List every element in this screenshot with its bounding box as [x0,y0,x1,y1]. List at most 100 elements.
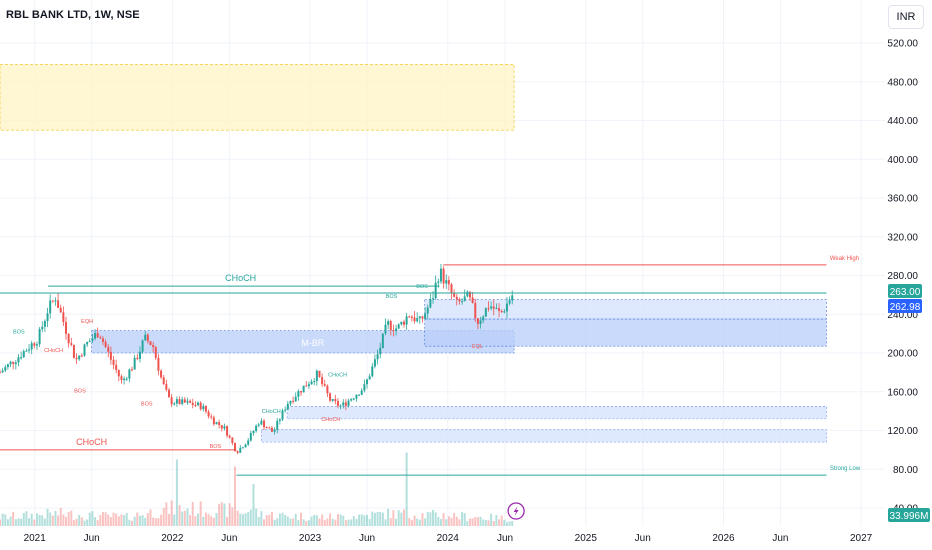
candle-body [152,345,155,348]
candle-body [99,337,102,339]
candle-body [96,333,99,338]
volume-bar [476,517,479,526]
volume-bar [9,516,12,526]
candle-body [432,298,435,300]
volume-bar [408,518,411,526]
volume-bar [487,520,490,526]
candle-body [83,344,86,356]
candles [0,263,514,455]
candle-body [35,344,38,346]
candle-body [91,338,94,341]
volume-bar [484,519,487,526]
volume-bar [270,511,273,526]
candle-body [461,301,464,303]
volume-bar [57,515,60,526]
volume-bar [94,517,97,526]
candle-body [418,316,421,319]
candle-body [410,316,413,318]
volume-bar [307,520,310,526]
candle-body [9,361,12,365]
candle-body [458,299,461,302]
candle-body [38,329,41,345]
secondary-price-tag: 262.98 [888,298,922,313]
volume-bar [284,514,287,526]
demand-zone-2 [424,318,827,347]
candle-body [302,385,305,393]
volume-bar [41,515,44,526]
candle-body [368,376,371,380]
volume-bar [355,519,358,526]
candle-body [160,370,163,378]
y-tick-label: 280.00 [887,271,918,282]
candle-body [86,342,89,345]
candle-body [402,321,405,325]
candle-body [276,420,279,430]
volume-bar [199,501,202,526]
candle-body [49,300,52,314]
volume-bar [167,514,170,526]
x-tick-label: 2025 [575,533,598,544]
volume-bar [278,513,281,526]
volume-bar [20,518,23,526]
volume-bar [479,516,482,526]
structure-label: BOS [141,401,153,407]
volume-bar [490,513,493,526]
volume-bar [432,509,435,526]
volume-bar [59,508,62,526]
volume-bar [400,512,403,526]
candle-body [107,347,110,352]
volume-bar [450,517,453,526]
volume-bar [402,509,405,526]
volume-bar [104,512,107,526]
weak-high-label: Weak High [830,256,859,262]
candle-body [281,410,284,420]
candle-body [128,369,131,379]
volume-bar [315,515,318,526]
volume-bar [310,516,313,526]
volume-bar [363,515,366,526]
structure-label: BOS [416,284,428,290]
volume-bar [492,521,495,526]
candle-body [183,399,186,403]
candle-body [355,394,358,399]
candle-body [413,317,416,322]
volume-bar [144,517,147,526]
volume-bar [128,519,131,526]
volume-bar [413,515,416,526]
volume-bar [360,514,363,526]
candle-body [474,302,477,319]
volume-bar [149,509,152,526]
volume-bar [202,516,205,526]
volume-bar [379,511,382,526]
candle-body [212,417,215,425]
volume-bar [336,514,339,526]
volume-bar [228,503,231,526]
currency-button[interactable]: INR [888,5,924,29]
candle-body [75,357,78,360]
volume-bar [326,518,329,526]
lightning-icon [513,506,519,516]
demand-zone-4 [261,429,827,443]
candle-body [43,321,46,327]
candle-body [181,399,184,405]
x-tick-label: 2021 [24,533,47,544]
volume-bar [38,514,41,526]
volume-bar [78,515,81,526]
event-badge[interactable] [507,502,525,520]
candle-body [88,340,91,343]
volume-bar [461,511,464,526]
candle-body [112,359,115,365]
candle-body [421,316,424,319]
y-tick-label: 520.00 [887,39,918,50]
candle-body [175,399,178,404]
candle-body [28,349,31,351]
volume-bar [366,514,369,526]
volume-bar [495,515,498,526]
volume-bar [350,519,353,526]
structure-label: CHoCH [44,348,63,354]
candle-body [442,268,445,284]
volume-bar [376,511,379,526]
volume-bar [204,512,207,526]
volume-bar [1,513,4,526]
